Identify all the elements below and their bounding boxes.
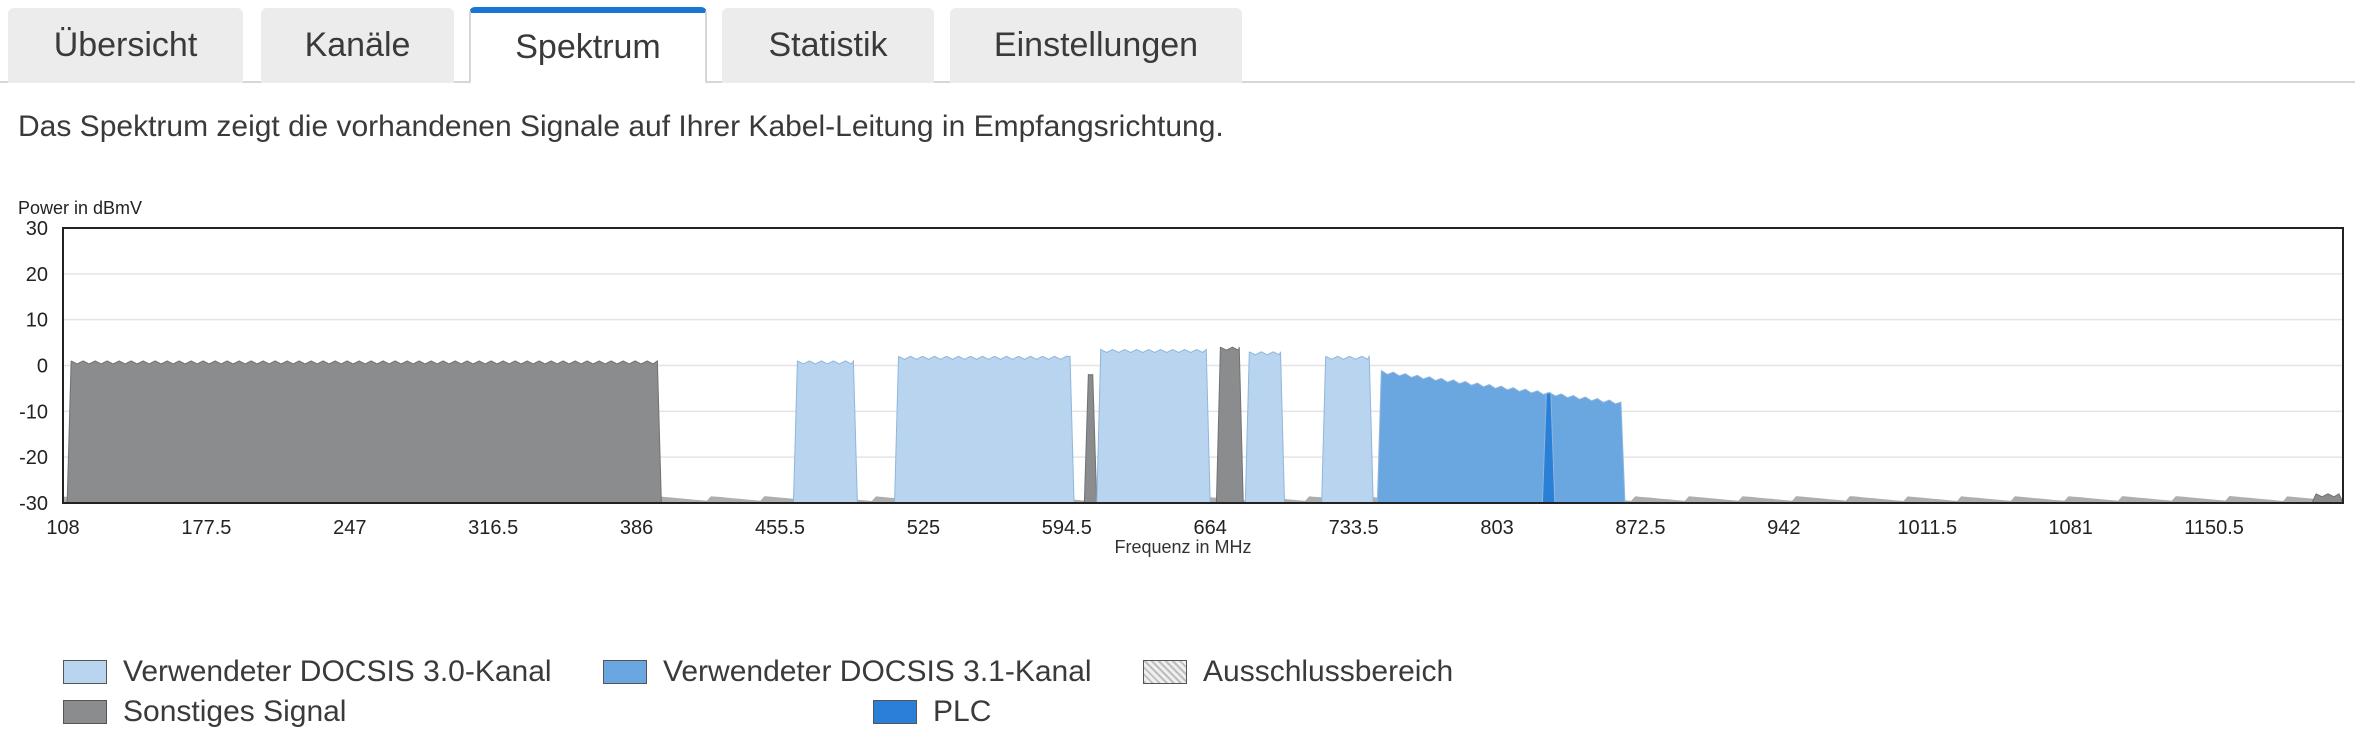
legend-label-docsis30: Verwendeter DOCSIS 3.0-Kanal <box>123 655 552 688</box>
x-tick-label: 247 <box>333 517 366 539</box>
y-axis-label: Power in dBmV <box>18 198 142 218</box>
y-tick-label: -10 <box>19 401 48 423</box>
x-tick-label: 1150.5 <box>2184 517 2244 539</box>
y-tick-label: 10 <box>26 310 48 332</box>
legend-plc: PLC <box>873 695 991 729</box>
spectrum-band-other <box>2311 493 2344 504</box>
legend-swatch-other <box>63 700 107 724</box>
x-tick-label: 872.5 <box>1615 517 1665 539</box>
legend-label-plc: PLC <box>933 695 992 728</box>
spectrum-band-other <box>1083 373 1098 504</box>
spectrum-band-other <box>1215 346 1244 504</box>
legend-label-docsis31: Verwendeter DOCSIS 3.1-Kanal <box>663 655 1092 688</box>
x-axis-label: Frequenz in MHz <box>1114 537 1251 557</box>
x-tick-label: 733.5 <box>1329 517 1379 539</box>
x-tick-label: 942 <box>1767 517 1800 539</box>
x-tick-label: 108 <box>46 517 79 539</box>
tab-statistics[interactable]: Statistik <box>722 8 934 83</box>
x-tick-label: 525 <box>907 517 940 539</box>
spectrum-band-other <box>66 359 662 504</box>
legend-swatch-plc <box>873 700 917 724</box>
legend-other: Sonstiges Signal <box>63 695 346 729</box>
legend-swatch-docsis30 <box>63 660 107 684</box>
x-tick-label: 1081 <box>2048 517 2093 539</box>
y-tick-label: -30 <box>19 493 48 515</box>
spectrum-band-docsis30 <box>1096 348 1211 504</box>
spectrum-band-docsis30 <box>1244 351 1286 504</box>
x-tick-label: 664 <box>1194 517 1227 539</box>
x-tick-label: 177.5 <box>181 517 231 539</box>
spectrum-band-docsis30 <box>894 355 1075 504</box>
legend-swatch-exclusion <box>1143 660 1187 684</box>
y-tick-label: 20 <box>26 264 48 286</box>
tab-channels[interactable]: Kanäle <box>261 8 454 83</box>
tab-overview[interactable]: Übersicht <box>8 8 243 83</box>
x-tick-label: 803 <box>1480 517 1513 539</box>
legend-swatch-docsis31 <box>603 660 647 684</box>
spectrum-band-docsis30 <box>792 359 858 504</box>
spectrum-band-docsis31 <box>1376 370 1626 504</box>
legend-label-other: Sonstiges Signal <box>123 695 347 728</box>
spectrum-description: Das Spektrum zeigt die vorhandenen Signa… <box>18 110 1224 143</box>
y-tick-label: -20 <box>19 447 48 469</box>
y-tick-label: 0 <box>37 356 48 378</box>
tab-settings[interactable]: Einstellungen <box>950 8 1242 83</box>
x-tick-label: 594.5 <box>1042 517 1092 539</box>
x-tick-label: 386 <box>620 517 653 539</box>
x-tick-label: 455.5 <box>755 517 805 539</box>
spectrum-band-docsis30 <box>1321 354 1374 504</box>
legend-label-exclusion: Ausschlussbereich <box>1203 655 1454 688</box>
legend-exclusion: Ausschlussbereich <box>1143 655 1453 689</box>
x-tick-label: 1011.5 <box>1897 517 1957 539</box>
tab-spectrum[interactable]: Spektrum <box>469 7 707 84</box>
plot-frame <box>62 227 2344 504</box>
legend-docsis31: Verwendeter DOCSIS 3.1-Kanal <box>603 655 1092 689</box>
x-tick-label: 316.5 <box>468 517 518 539</box>
y-tick-label: 30 <box>26 218 48 240</box>
legend-docsis30: Verwendeter DOCSIS 3.0-Kanal <box>63 655 552 689</box>
tab-bar: Übersicht Kanäle Spektrum Statistik Eins… <box>0 0 2355 84</box>
